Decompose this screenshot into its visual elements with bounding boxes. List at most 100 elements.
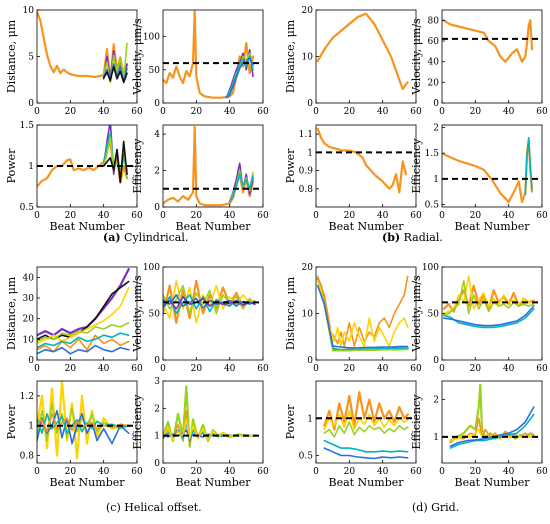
y-tick-label: 0 <box>433 356 439 366</box>
y-tick-label: 40 <box>23 273 35 283</box>
y-tick-label: 60 <box>428 37 440 47</box>
series-line <box>37 412 130 433</box>
axes-frame <box>315 380 417 464</box>
y-tick-label: 0.5 <box>425 200 440 210</box>
x-tick-label: 60 <box>536 467 548 477</box>
x-tick-label: 0 <box>439 211 445 221</box>
series-group <box>163 385 256 448</box>
y-tick-label: 5 <box>28 53 34 63</box>
y-tick-label: 20 <box>23 315 35 325</box>
x-tick-label: 40 <box>503 107 515 117</box>
axes-frame <box>162 124 264 208</box>
x-tick-label: 40 <box>377 107 389 117</box>
chart-c_velocity: 0 20 40 60 0 50 100 Velocity, μm/s <box>131 263 269 374</box>
x-tick-label: 20 <box>344 364 356 374</box>
series-group <box>163 10 255 99</box>
axes-frame <box>36 266 138 361</box>
y-tick-label: 0 <box>154 99 160 109</box>
series-line <box>323 421 409 438</box>
chart-b_velocity: 0 20 40 60 0 20 40 60 80 Velocity, μm/s <box>410 9 548 117</box>
y-tick-label: 1 <box>433 433 439 443</box>
series-line <box>442 19 534 63</box>
x-tick-label: 60 <box>257 211 269 221</box>
y-axis-label: Velocity, μm/s <box>131 18 144 96</box>
x-tick-label: 0 <box>160 107 166 117</box>
y-axis-label: Distance, μm <box>5 276 18 350</box>
y-tick-label: 1 <box>28 422 34 432</box>
x-tick-label: 60 <box>410 211 422 221</box>
caption-b-text: Radial. <box>403 231 443 244</box>
series-line <box>37 402 130 442</box>
chart-a_distance: 0 20 40 60 0 5 10 Distance, μm <box>5 6 143 117</box>
y-tick-label: 100 <box>143 33 160 43</box>
y-tick-label: 0 <box>307 99 313 109</box>
x-tick-label: 60 <box>131 211 143 221</box>
x-tick-label: 20 <box>65 107 77 117</box>
x-tick-label: 0 <box>34 107 40 117</box>
x-tick-label: 60 <box>410 364 422 374</box>
x-tick-label: 60 <box>410 467 422 477</box>
y-tick-label: 80 <box>428 16 440 26</box>
y-tick-label: 0 <box>28 99 34 109</box>
y-tick-label: 30 <box>23 294 35 304</box>
series-line <box>316 284 409 349</box>
caption-a-text: Cylindrical. <box>124 231 189 244</box>
y-tick-label: 1.1 <box>299 130 313 140</box>
x-tick-label: 0 <box>34 364 40 374</box>
series-group <box>449 383 535 449</box>
series-line <box>449 413 535 449</box>
series-group <box>37 381 130 460</box>
series-line <box>442 280 535 317</box>
y-tick-label: 0 <box>154 459 160 469</box>
y-axis-label: Velocity, μm/s <box>410 275 423 353</box>
series-group <box>37 125 129 188</box>
caption-c: (c) Helical offset. <box>106 501 202 514</box>
x-tick-label: 40 <box>224 467 236 477</box>
chart-a_efficiency: 0 20 40 60 0 2 4 Efficiency Beat Number <box>131 124 269 233</box>
x-tick-label: 20 <box>191 467 203 477</box>
x-tick-label: 60 <box>131 107 143 117</box>
x-tick-label: 60 <box>536 364 548 374</box>
series-line <box>163 295 256 310</box>
series-line <box>37 332 130 349</box>
y-tick-label: 0 <box>28 356 34 366</box>
series-line <box>225 56 254 99</box>
series-line <box>323 409 409 431</box>
series-group <box>163 125 255 207</box>
y-tick-label: 1 <box>307 414 313 424</box>
chart-d_distance: 0 20 40 60 0 10 20 Distance, μm <box>284 263 422 374</box>
x-tick-label: 20 <box>344 107 356 117</box>
y-axis-label: Efficiency <box>410 394 423 450</box>
x-tick-label: 60 <box>131 364 143 374</box>
series-line <box>102 42 128 84</box>
y-tick-label: 1.5 <box>20 121 35 131</box>
x-tick-label: 20 <box>191 364 203 374</box>
y-tick-label: 2 <box>154 404 160 414</box>
x-tick-label: 40 <box>377 467 389 477</box>
x-tick-label: 40 <box>224 107 236 117</box>
axes-frame <box>315 124 417 208</box>
series-line <box>37 344 130 355</box>
series-line <box>163 284 256 315</box>
series-line <box>163 385 256 448</box>
x-tick-label: 20 <box>344 467 356 477</box>
axes-frame <box>441 124 543 208</box>
y-tick-label: 100 <box>143 263 160 273</box>
caption-b-label: (b) <box>382 231 401 244</box>
y-tick-label: 1 <box>28 162 34 172</box>
x-tick-label: 40 <box>98 211 110 221</box>
y-axis-label: Power <box>5 148 18 184</box>
caption-a-label: (a) <box>103 231 121 244</box>
y-tick-label: 10 <box>302 53 314 63</box>
y-tick-label: 50 <box>149 66 161 76</box>
series-group <box>442 19 534 63</box>
series-group <box>316 12 409 91</box>
series-line <box>449 406 535 448</box>
y-tick-label: 10 <box>23 335 35 345</box>
x-tick-label: 0 <box>439 107 445 117</box>
y-tick-label: 50 <box>428 310 440 320</box>
y-tick-label: 1 <box>154 432 160 442</box>
